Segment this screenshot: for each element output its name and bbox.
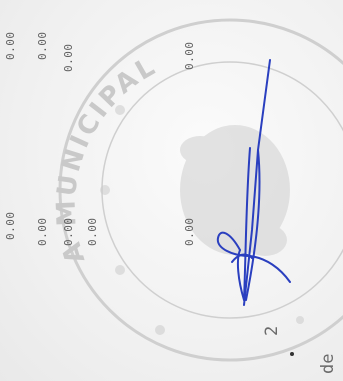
page-of-label: de xyxy=(318,353,338,374)
amount-cell: 0.00 xyxy=(4,31,17,61)
amount-cell: 0.00 xyxy=(62,217,75,247)
amount-cell: 0.00 xyxy=(183,217,196,247)
amount-cell: 0.00 xyxy=(4,211,17,241)
amount-cell: 0.00 xyxy=(183,41,196,71)
amount-cell: 0.00 xyxy=(86,217,99,247)
amount-cell: 0.00 xyxy=(36,31,49,61)
amount-cell: 0.00 xyxy=(36,217,49,247)
bullet-dot xyxy=(290,352,294,356)
amount-cell: 0.00 xyxy=(62,43,75,73)
page-number: 2 xyxy=(262,325,282,336)
